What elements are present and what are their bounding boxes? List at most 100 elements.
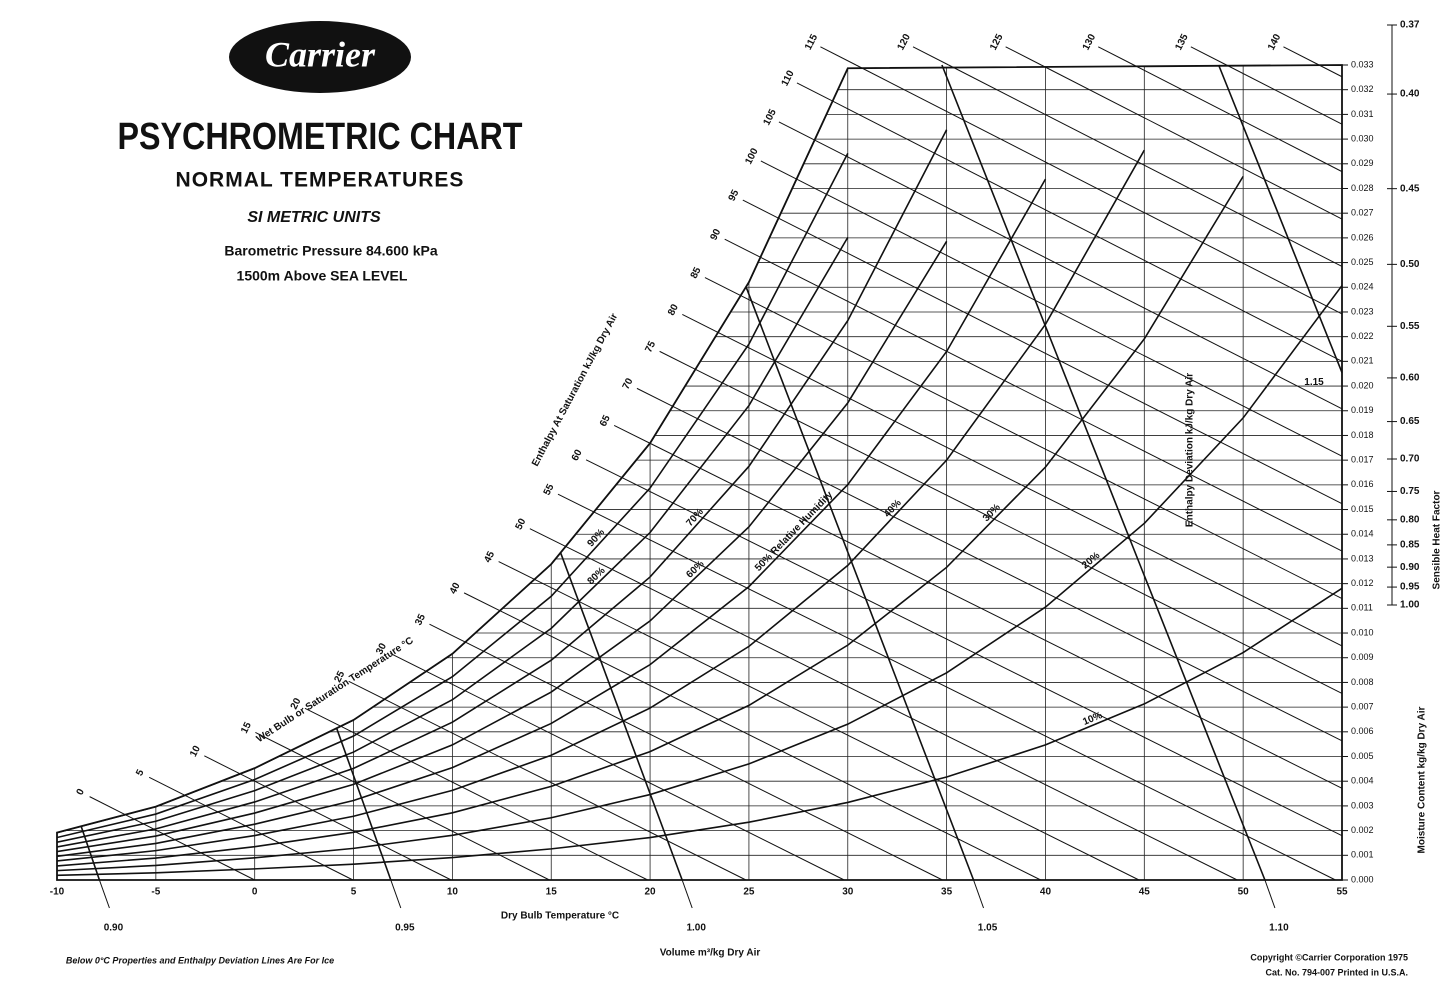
enthalpy-extension (1283, 46, 1320, 66)
enthalpy-line (855, 64, 1343, 315)
shf-tick-label: 0.55 (1400, 321, 1420, 332)
enthalpy-extension (796, 82, 833, 102)
enthalpy-tick-label: 40 (448, 581, 463, 596)
y-tick-label: 0.025 (1351, 257, 1374, 267)
catalog: Cat. No. 794-007 Printed in U.S.A. (1265, 967, 1408, 977)
enthalpy-extension (704, 277, 741, 296)
rh-curve (57, 178, 1047, 858)
enthalpy-line (290, 749, 550, 881)
deviation-label: Enthalpy Deviation kJ/kg Dry Air (1185, 373, 1196, 527)
y-tick-label: 0.023 (1351, 306, 1374, 316)
x-tick-label: 50 (1238, 887, 1250, 898)
enthalpy-tick-label: 15 (239, 720, 254, 735)
y-tick-label: 0.010 (1351, 627, 1374, 637)
x-tick-label: 0 (252, 887, 258, 898)
enthalpy-line (672, 405, 1343, 742)
y-tick-label: 0.018 (1351, 430, 1374, 440)
enthalpy-line (814, 139, 1343, 410)
y-tick-label: 0.009 (1351, 652, 1374, 662)
volume-tick-label: 1.10 (1269, 923, 1289, 934)
enthalpy-extension (390, 652, 427, 672)
y-tick-label: 0.012 (1351, 578, 1374, 588)
note: Below 0°C Properties and Enthalpy Deviat… (66, 955, 334, 965)
y-tick-label: 0.013 (1351, 553, 1374, 563)
y-tick-label: 0.022 (1351, 331, 1374, 341)
shf-tick-label: 0.50 (1400, 259, 1420, 270)
volume-leader (390, 879, 402, 909)
enthalpy-tick-label: 35 (413, 612, 428, 627)
y-tick-label: 0.031 (1351, 109, 1374, 119)
x-tick-label: 45 (1139, 887, 1151, 898)
enthalpy-extension (613, 424, 651, 444)
enthalpy-extension (89, 796, 126, 816)
enthalpy-extension (682, 313, 719, 333)
volume-leader (681, 879, 693, 909)
enthalpy-tick-label: 30 (374, 641, 389, 656)
x-tick-label: 20 (645, 887, 657, 898)
y-tick-label: 0.033 (1351, 59, 1374, 69)
enthalpy-extension (557, 493, 595, 513)
rh-curve (57, 587, 1342, 877)
enthalpy-extension (1005, 46, 1042, 66)
shf-tick-label: 1.00 (1400, 600, 1420, 611)
enthalpy-line (384, 698, 747, 881)
volume-label: Volume m³/kg Dry Air (660, 948, 761, 959)
y-tick-label: 0.032 (1351, 84, 1374, 94)
enthalpy-extension (1190, 46, 1227, 66)
volume-leader (1264, 879, 1276, 909)
enthalpy-tick-label: 5 (134, 768, 147, 778)
enthalpy-line (125, 814, 255, 881)
enthalpy-line (621, 477, 1343, 837)
volume-tick-label: 0.90 (104, 923, 124, 934)
brand: Carrier (265, 34, 376, 74)
rh-curve (57, 153, 849, 839)
x-tick-label: 15 (546, 887, 558, 898)
y-tick-label: 0.017 (1351, 455, 1374, 465)
enthalpy-line (649, 442, 1343, 789)
y-tick-label: 0.027 (1351, 208, 1374, 218)
logo (229, 21, 411, 93)
enthalpy-line (760, 256, 1343, 552)
enthalpy-line (593, 511, 1336, 881)
enthalpy-line (1133, 64, 1343, 173)
x-tick-label: -10 (50, 887, 65, 898)
x-tick-label: 40 (1040, 887, 1052, 898)
volume-tick-label: 0.95 (395, 923, 415, 934)
enthalpy-line (499, 610, 1041, 881)
y-tick-label: 0.007 (1351, 701, 1374, 711)
enthalpy-line (1041, 64, 1343, 220)
shf-tick-label: 0.95 (1400, 582, 1420, 593)
enthalpy-extension (659, 350, 696, 370)
volume-tick-label: 1.05 (978, 923, 998, 934)
enthalpy-tick-label: 55 (542, 482, 557, 497)
enthalpy-extension (429, 623, 466, 643)
enthalpy-line (796, 178, 1343, 457)
enthalpy-tick-label: 60 (570, 448, 585, 463)
rh-curve (57, 240, 948, 853)
enthalpy-line (717, 331, 1343, 647)
y-tick-label: 0.015 (1351, 504, 1374, 514)
enthalpy-tick-label: 70 (621, 376, 636, 391)
y-tick-label: 0.014 (1351, 529, 1374, 539)
enthalpy-tick-label: 90 (708, 227, 723, 242)
enthalpy-extension (498, 561, 535, 580)
enthalpy-line (948, 64, 1343, 267)
enthalpy-line (740, 295, 1343, 599)
enthalpy-extension (760, 160, 797, 180)
y-tick-label: 0.029 (1351, 158, 1374, 168)
pressure: Barometric Pressure 84.600 kPa (224, 243, 437, 259)
enthalpy-tick-label: 10 (188, 744, 203, 759)
enthalpy-extension (463, 592, 501, 612)
y-tick-label: 0.026 (1351, 232, 1374, 242)
y-tick-label: 0.001 (1351, 850, 1374, 860)
enthalpy-tick-label: 50 (514, 516, 529, 531)
volume-line (941, 64, 1266, 881)
enthalpy-line (1226, 64, 1343, 125)
y-tick-label: 0.000 (1351, 874, 1374, 884)
y-tick-label: 0.002 (1351, 825, 1374, 835)
enthalpy-line (534, 578, 1140, 881)
rh-curve (57, 149, 1146, 862)
plot-outline (56, 64, 1343, 881)
enthalpy-line (239, 773, 452, 881)
